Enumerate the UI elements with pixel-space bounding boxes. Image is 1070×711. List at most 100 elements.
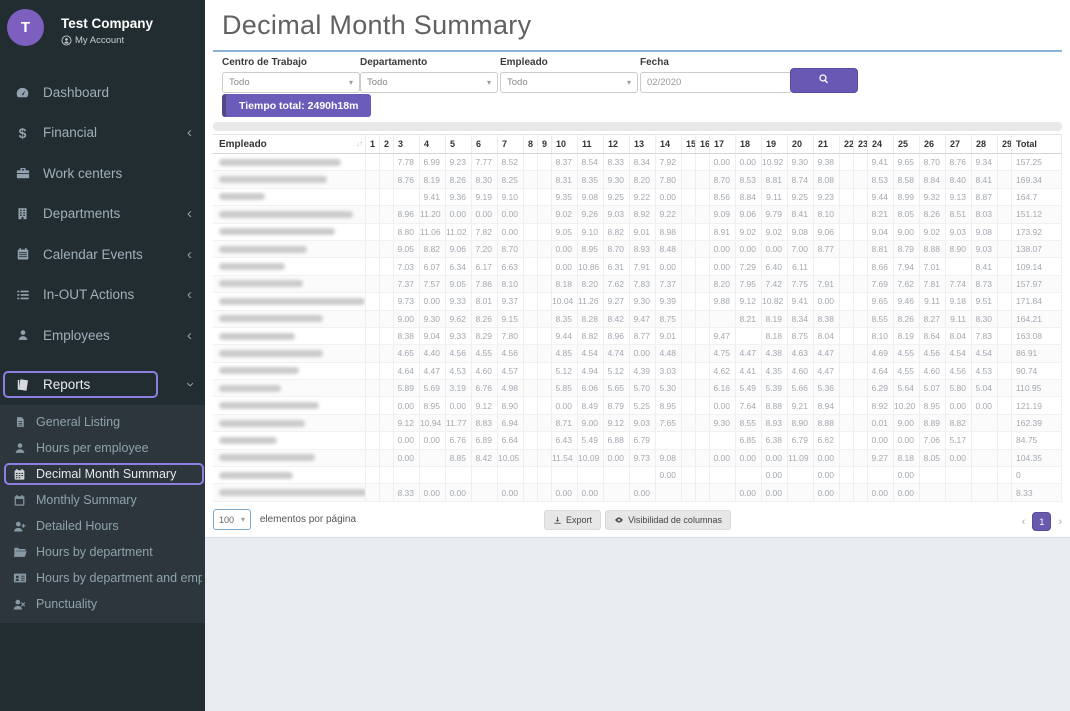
day-value-cell: 7.91 [629, 257, 656, 276]
empleado-select[interactable]: Todo ▾ [500, 72, 638, 93]
day-value-cell [365, 396, 380, 415]
day-value-cell [997, 223, 1012, 241]
sidebar-subitem-decimal-month-summary[interactable]: Decimal Month Summary [0, 461, 205, 487]
total-value-cell: 157.97 [1011, 275, 1062, 294]
submenu-item-box: Hours per employee [4, 437, 204, 459]
sidebar-item-reports[interactable]: Reports ‹ [0, 365, 205, 406]
redacted-employee-name [219, 245, 307, 253]
day-value-cell: 9.15 [497, 310, 524, 328]
sidebar-subitem-monthly-summary[interactable]: Monthly Summary [0, 487, 205, 513]
chevron-down-icon: ▾ [241, 515, 246, 524]
sidebar-item-financial[interactable]: $ Financial ‹ [0, 113, 205, 154]
day-value-cell [681, 275, 696, 294]
sidebar-submenu: General Listing Hours per employee Decimal… [0, 405, 205, 623]
day-value-cell: 8.29 [471, 327, 498, 346]
day-value-cell [523, 205, 538, 224]
sidebar-subitem-general-listing[interactable]: General Listing [0, 409, 205, 435]
day-value-cell [695, 257, 710, 276]
centro-select[interactable]: Todo ▾ [222, 72, 360, 93]
sidebar-subitem-hours-by-department-and-employee[interactable]: Hours by department and employee [0, 565, 205, 591]
sidebar-item-calendar-events[interactable]: Calendar Events ‹ [0, 234, 205, 275]
table-row: 7.03 6.07 6.34 6.17 6.63 0.00 10.86 6.31 7.91 0.0… [213, 257, 1062, 276]
day-value-cell: 9.12 [393, 414, 420, 433]
fecha-input[interactable]: 02/2020 [640, 72, 792, 93]
day-value-cell: 0.00 [655, 188, 682, 207]
day-value-cell: 4.55 [893, 362, 920, 381]
day-value-cell: 8.83 [471, 414, 498, 433]
day-value-cell: 8.81 [761, 170, 788, 189]
day-value-cell: 8.30 [471, 170, 498, 189]
sidebar-subitem-detailed-hours[interactable]: Detailed Hours [0, 513, 205, 539]
day-value-cell [379, 223, 394, 241]
my-account-link[interactable]: My Account [61, 35, 124, 46]
day-value-cell [419, 466, 446, 485]
day-column-header: 29 [997, 134, 1012, 154]
day-value-cell: 4.35 [761, 362, 788, 381]
current-page-button[interactable]: 1 [1032, 512, 1052, 531]
day-value-cell: 9.00 [893, 414, 920, 433]
sidebar-item-employees[interactable]: Employees ‹ [0, 315, 205, 356]
day-value-cell: 8.82 [945, 414, 972, 433]
page-size-select[interactable]: 100 ▾ [213, 509, 252, 530]
day-value-cell: 8.28 [577, 310, 604, 328]
sidebar-subitem-hours-by-department[interactable]: Hours by department [0, 539, 205, 565]
day-value-cell [681, 240, 696, 259]
table-horizontal-scrollbar[interactable] [213, 122, 1062, 131]
day-value-cell: 6.34 [445, 257, 472, 276]
day-value-cell [853, 431, 868, 450]
sidebar-item-dashboard[interactable]: Dashboard [0, 72, 205, 113]
chevron-left-icon: ‹ [187, 205, 192, 223]
submenu-item-box: Hours by department and employee [4, 567, 204, 589]
table-row: 9.41 9.36 9.19 9.10 9.35 9.08 9.25 9.22 0.00 8.56… [213, 188, 1062, 207]
chevron-down-icon: ▾ [348, 78, 353, 87]
day-value-cell: 8.70 [603, 240, 630, 259]
day-value-cell: 6.76 [445, 431, 472, 450]
chevron-down-icon: ‹ [181, 382, 198, 388]
day-value-cell [537, 396, 552, 415]
departamento-select[interactable]: Todo ▾ [360, 72, 498, 93]
sidebar-subitem-label: Punctuality [36, 597, 98, 611]
day-value-cell: 0.00 [971, 396, 998, 415]
day-value-cell [853, 292, 868, 311]
sidebar-subitem-hours-per-employee[interactable]: Hours per employee [0, 435, 205, 461]
submenu-item-box: Detailed Hours [4, 515, 204, 537]
day-value-cell [523, 362, 538, 381]
search-button[interactable] [790, 68, 858, 93]
day-value-cell [681, 223, 696, 241]
export-button[interactable]: Export [544, 510, 602, 530]
day-value-cell: 7.29 [735, 257, 762, 276]
day-value-cell: 5.49 [735, 379, 762, 398]
day-value-cell: 9.44 [551, 327, 578, 346]
day-value-cell: 8.56 [709, 188, 736, 207]
day-value-cell [813, 257, 840, 276]
day-value-cell [681, 344, 696, 363]
chevron-down-icon: ▾ [626, 78, 631, 87]
day-value-cell [523, 310, 538, 328]
day-value-cell: 9.30 [603, 170, 630, 189]
sidebar-item-in-out-actions[interactable]: In-OUT Actions ‹ [0, 275, 205, 316]
day-value-cell [365, 153, 380, 172]
day-value-cell [497, 466, 524, 485]
column-visibility-button[interactable]: Visibilidad de columnas [605, 510, 731, 530]
day-value-cell: 7.75 [787, 275, 814, 294]
departamento-label: Departamento [360, 57, 428, 68]
day-value-cell: 7.62 [893, 275, 920, 294]
centro-label: Centro de Trabajo [222, 57, 308, 68]
prev-page-button[interactable]: ‹ [1021, 515, 1026, 528]
empleado-column-header[interactable]: Empleado ↓↑ [213, 134, 366, 154]
day-value-cell [537, 223, 552, 241]
next-page-button[interactable]: › [1058, 515, 1062, 528]
submenu-item-box: General Listing [4, 411, 204, 433]
sidebar-item-work-centers[interactable]: Work centers [0, 153, 205, 194]
sidebar-item-departments[interactable]: Departments ‹ [0, 194, 205, 235]
day-value-cell: 8.81 [867, 240, 894, 259]
day-value-cell: 0.00 [497, 483, 524, 502]
day-value-cell [919, 466, 946, 485]
sidebar-subitem-punctuality[interactable]: Punctuality [0, 591, 205, 617]
day-column-header: 11 [577, 134, 604, 154]
day-value-cell [681, 188, 696, 207]
employee-name-cell [213, 431, 366, 450]
day-value-cell: 9.73 [393, 292, 420, 311]
day-value-cell [681, 205, 696, 224]
day-value-cell: 8.90 [787, 414, 814, 433]
